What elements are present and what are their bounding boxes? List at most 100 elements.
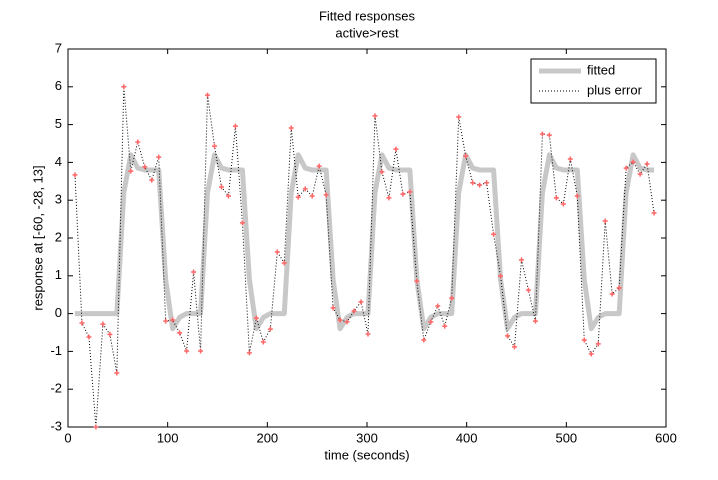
data-point xyxy=(253,315,259,321)
data-point xyxy=(637,171,643,177)
data-point xyxy=(316,163,322,169)
data-point xyxy=(630,159,636,165)
data-point xyxy=(128,168,134,174)
y-tick-label: 1 xyxy=(55,267,62,282)
data-point xyxy=(623,165,629,171)
data-point xyxy=(100,321,106,327)
x-tick-label: 600 xyxy=(655,430,677,445)
data-point xyxy=(505,333,511,339)
data-point xyxy=(546,132,552,138)
chart-title: Fitted responses xyxy=(319,8,416,23)
data-point xyxy=(491,231,497,237)
y-tick-label: -3 xyxy=(50,418,62,433)
data-point xyxy=(595,341,601,347)
x-tick-label: 400 xyxy=(456,430,478,445)
y-tick-label: -2 xyxy=(50,381,62,396)
data-point xyxy=(512,344,518,350)
data-point xyxy=(588,351,594,357)
data-point xyxy=(170,317,176,323)
data-point xyxy=(651,210,657,216)
legend: fitted plus error xyxy=(530,58,657,104)
legend-label: plus error xyxy=(587,82,643,97)
y-tick-label: 6 xyxy=(55,78,62,93)
y-tick-label: 0 xyxy=(55,305,62,320)
data-point xyxy=(560,201,566,207)
data-point xyxy=(498,273,504,279)
data-point xyxy=(107,331,113,337)
y-tick-label: 5 xyxy=(55,116,62,131)
data-point xyxy=(421,337,427,343)
data-point xyxy=(574,193,580,199)
data-point xyxy=(553,195,559,201)
data-point xyxy=(295,194,301,200)
data-point xyxy=(72,172,78,178)
data-point xyxy=(121,84,127,90)
data-point xyxy=(463,153,469,159)
data-point xyxy=(274,249,280,255)
y-tick-label: 2 xyxy=(55,229,62,244)
data-point xyxy=(79,320,85,326)
data-point xyxy=(644,161,650,167)
data-point xyxy=(163,318,169,324)
data-point xyxy=(351,308,357,314)
data-point xyxy=(539,131,545,137)
data-point xyxy=(309,193,315,199)
data-point xyxy=(393,146,399,152)
data-point xyxy=(386,195,392,201)
data-point xyxy=(267,326,273,332)
data-point xyxy=(212,143,218,149)
data-point xyxy=(358,299,364,305)
y-axis-label: response at [-60, -28, 13] xyxy=(30,165,45,310)
data-point xyxy=(246,350,252,356)
x-tick-label: 0 xyxy=(64,430,71,445)
data-point xyxy=(609,291,615,297)
data-point xyxy=(428,319,434,325)
y-tick-label: 4 xyxy=(55,154,62,169)
data-point xyxy=(344,319,350,325)
data-point xyxy=(93,424,99,430)
data-point xyxy=(330,305,336,311)
data-point xyxy=(142,164,148,170)
data-point xyxy=(337,317,343,323)
data-point xyxy=(470,180,476,186)
data-point xyxy=(581,337,587,343)
data-point xyxy=(184,348,190,354)
data-point xyxy=(191,269,197,275)
x-axis-label: time (seconds) xyxy=(324,447,409,462)
legend-box xyxy=(530,58,657,104)
data-point xyxy=(400,191,406,197)
data-point xyxy=(602,218,608,224)
data-point xyxy=(198,348,204,354)
data-point xyxy=(149,177,155,183)
data-point xyxy=(414,278,420,284)
data-point xyxy=(323,192,329,198)
data-point xyxy=(177,330,183,336)
x-tick-label: 200 xyxy=(256,430,278,445)
x-tick-label: 300 xyxy=(356,430,378,445)
data-point xyxy=(379,169,385,175)
data-point xyxy=(435,303,441,309)
data-point xyxy=(372,113,378,119)
data-point xyxy=(484,180,490,186)
x-tick-label: 100 xyxy=(157,430,179,445)
data-point xyxy=(407,189,413,195)
data-point xyxy=(302,186,308,192)
data-point xyxy=(288,125,294,131)
y-tick-label: -1 xyxy=(50,343,62,358)
y-tick-label: 3 xyxy=(55,192,62,207)
data-point xyxy=(518,257,524,263)
data-point xyxy=(567,156,573,162)
y-tick-label: 7 xyxy=(55,40,62,55)
x-tick-label: 500 xyxy=(555,430,577,445)
data-point xyxy=(449,295,455,301)
data-point xyxy=(232,123,238,129)
data-point xyxy=(365,331,371,337)
data-point xyxy=(225,193,231,199)
legend-label: fitted xyxy=(587,62,615,77)
data-point xyxy=(616,285,622,291)
data-point xyxy=(525,287,531,293)
data-point xyxy=(86,334,92,340)
data-point xyxy=(442,323,448,329)
data-point xyxy=(281,260,287,266)
